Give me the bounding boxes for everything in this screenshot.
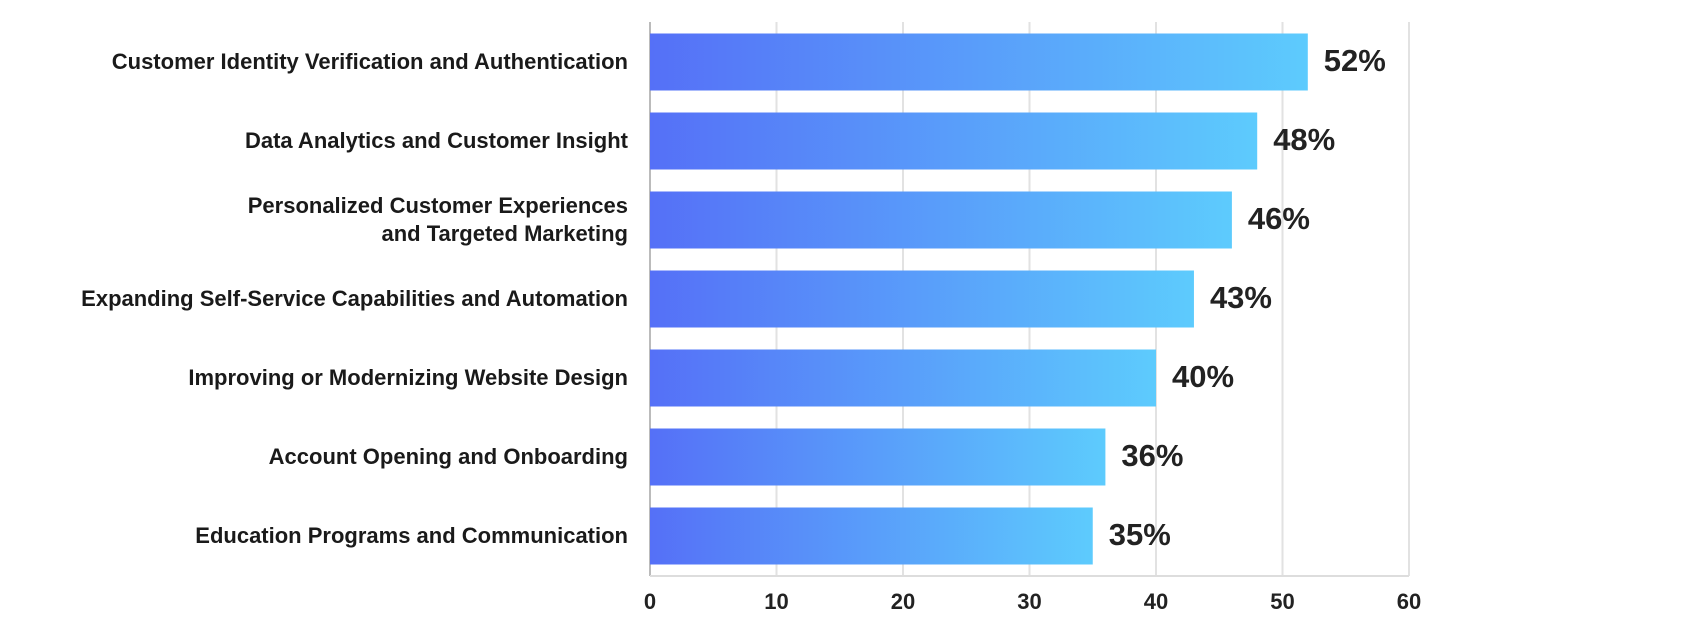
x-tick-label: 60 [1397, 589, 1421, 614]
value-label: 35% [1109, 517, 1171, 552]
category-label: Data Analytics and Customer Insight [244, 128, 628, 153]
bar [650, 428, 1106, 486]
bar [650, 349, 1156, 407]
x-tick-label: 20 [891, 589, 915, 614]
x-tick-label: 30 [1017, 589, 1041, 614]
value-label: 52% [1324, 43, 1386, 78]
bar [650, 507, 1093, 565]
bar [650, 191, 1232, 249]
value-label: 46% [1248, 201, 1310, 236]
x-tick-label: 10 [764, 589, 788, 614]
category-label: Education Programs and Communication [195, 523, 628, 548]
category-label: Improving or Modernizing Website Design [188, 365, 628, 390]
value-label: 48% [1273, 122, 1335, 157]
category-label: Expanding Self-Service Capabilities and … [81, 286, 628, 311]
category-label: Customer Identity Verification and Authe… [111, 49, 628, 74]
value-label: 40% [1172, 359, 1234, 394]
value-label: 43% [1210, 280, 1272, 315]
value-label: 36% [1121, 438, 1183, 473]
x-tick-label: 0 [644, 589, 656, 614]
bar [650, 33, 1308, 91]
x-tick-label: 50 [1270, 589, 1294, 614]
category-label: Personalized Customer Experiences and Ta… [247, 193, 628, 246]
category-label: Account Opening and Onboarding [268, 444, 628, 469]
bar [650, 270, 1194, 328]
x-tick-label: 40 [1144, 589, 1168, 614]
bar [650, 112, 1258, 170]
